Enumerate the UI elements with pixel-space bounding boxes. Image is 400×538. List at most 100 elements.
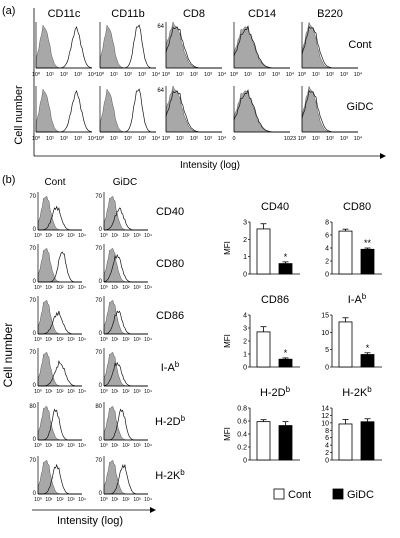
- panel-b-log-tick: 10⁴: [144, 443, 152, 449]
- panel-a-log-tick: 10⁴: [286, 71, 295, 78]
- bar-chart-y-tick-label: 0: [325, 272, 329, 279]
- bar-gidc: [278, 425, 293, 461]
- bar-chart-title: H-2Kb: [342, 385, 372, 399]
- panel-b-log-tick: 10²: [122, 497, 130, 503]
- panel-b-log-tick: 10³: [67, 443, 75, 449]
- panel-b-bar-charts: CD40MFI0123*CD8002468**CD86MFI01234*I-Ab…: [223, 201, 382, 465]
- bar-chart-title: I-Ab: [348, 292, 367, 306]
- panel-a-log-tick: 10²: [60, 72, 68, 78]
- panel-a-log-tick: 10¹: [46, 72, 54, 78]
- bar-chart-y-tick-label: 8: [325, 220, 329, 227]
- panel-b-log-tick: 10³: [67, 337, 75, 343]
- panel-a-row-label-gidc: GiDC: [347, 101, 374, 113]
- bar-chart-y-tick-label: 0: [243, 458, 247, 465]
- bar-cont: [338, 321, 353, 368]
- panel-a-log-tick: 10⁴: [152, 71, 161, 78]
- bar-chart-title: CD40: [261, 201, 289, 213]
- panel-b-log-tick: 10⁰: [100, 497, 108, 503]
- panel-b-log-tick: 10³: [133, 337, 141, 343]
- bar-chart-y-tick-label: 3: [243, 220, 247, 227]
- panel-a-b220-gidc-histogram: [301, 85, 358, 133]
- panel-b-cd40-cont-histogram: [37, 192, 82, 231]
- bar-chart-y-tick-label: 0.2: [237, 445, 247, 452]
- panel-b-log-tick: 10⁴: [78, 233, 86, 239]
- panel-b-h-2db-cont-histogram: [37, 402, 82, 441]
- bar-cont: [256, 228, 271, 275]
- panel-a-log-tick: 10⁴: [354, 71, 363, 78]
- panel-b-ymin-label: 0: [33, 279, 37, 285]
- panel-a-cd11c-gidc-histogram: [35, 86, 93, 133]
- panel-b-log-tick: 10¹: [45, 233, 53, 239]
- panel-b-log-tick: 10⁴: [144, 337, 152, 343]
- panel-a-log-tick: 10³: [74, 136, 82, 142]
- panel-a-x-axis-label: Intensity (log): [180, 160, 240, 171]
- panel-b-ymin-label: 0: [33, 437, 37, 443]
- bar-gidc: [360, 248, 375, 275]
- bar-cont: [256, 421, 271, 461]
- panel-b-cd80-gidc-histogram: [103, 244, 148, 283]
- panel-b-label: (b): [2, 174, 15, 186]
- panel-b-log-tick: 10⁴: [78, 337, 86, 343]
- panel-a-log-tick: 10²: [190, 72, 198, 78]
- panel-a-marker-cd11c: CD11c: [48, 8, 81, 20]
- panel-b-ymin-label: 0: [33, 331, 37, 337]
- panel-a-log-tick: 10⁰: [230, 71, 239, 78]
- panel-b-row-label-h-2db: H-2Db: [155, 414, 186, 428]
- bar-chart-y-tick-label: 0.8: [237, 406, 247, 413]
- panel-b-log-tick: 10²: [122, 233, 130, 239]
- panel-b-ymax-label: 70: [95, 458, 102, 464]
- panel-b-log-tick: 10⁰: [100, 233, 108, 239]
- bar-chart-title: CD80: [343, 201, 371, 213]
- panel-b-h-2kb-gidc-isotype-fill: [103, 460, 148, 495]
- panel-b-ymax-label: 70: [95, 246, 102, 252]
- panel-a-cd11b-cont-histogram: [99, 22, 156, 69]
- panel-b-ymax-label: 80: [29, 404, 36, 410]
- panel-a-log-tick: 10³: [138, 72, 146, 78]
- bar-chart-y-tick-label: 0.4: [237, 432, 247, 439]
- panel-a-log-tick: 10⁴: [218, 135, 227, 142]
- panel-b-log-tick: 10³: [67, 389, 75, 395]
- legend-label-gidc: GiDC: [347, 489, 374, 501]
- panel-b-row-label-cd80: CD80: [156, 258, 184, 270]
- bar-chart-cd80: CD80 0 2 4 6 8 **: [325, 201, 382, 279]
- panel-a-log-tick: 10³: [272, 72, 280, 78]
- panel-b-log-tick: 10²: [122, 443, 130, 449]
- bar-chart-y-tick-label: 14: [321, 406, 329, 413]
- panel-a-row-label-cont: Cont: [348, 39, 371, 51]
- panel-b-ymin-label: 0: [99, 227, 103, 233]
- panel-b-ymax-label: 70: [95, 298, 102, 304]
- panel-b-log-tick: 10¹: [45, 443, 53, 449]
- panel-a-arrowhead: [380, 153, 386, 159]
- panel-a-log-tick: 10⁴: [88, 135, 97, 142]
- panel-b-log-tick: 10³: [133, 285, 141, 291]
- bar-chart-y-tick-label: 10: [321, 420, 329, 427]
- bar-chart-y-tick-label: 4: [325, 246, 329, 253]
- panel-a-log-tick: 10¹: [110, 136, 118, 142]
- bar-chart-y-tick-label: 4: [325, 443, 329, 450]
- bar-chart-y-tick-label: 8: [325, 428, 329, 435]
- panel-a-log-tick: 10¹: [176, 136, 184, 142]
- panel-b-cd80-cont-isotype-fill: [37, 248, 82, 283]
- panel-b-cd86-cont-isotype-fill: [37, 300, 82, 335]
- bar-chart-y-tick-label: 2: [325, 259, 329, 266]
- panel-a-cd11b-gidc-histogram: [99, 86, 156, 133]
- panel-a-log-tick: 10⁰: [162, 71, 171, 78]
- panel-b-log-tick: 10¹: [111, 443, 119, 449]
- bar-chart-y-tick-label: 1: [243, 254, 247, 261]
- panel-a-log-tick: 10²: [124, 72, 132, 78]
- panel-a-marker-cd11b: CD11b: [111, 8, 144, 20]
- panel-b-log-tick: 10⁰: [34, 497, 42, 503]
- bar-chart-y-tick-label: 0: [243, 272, 247, 279]
- panel-b-ymax-label: 70: [95, 194, 102, 200]
- panel-b-log-tick: 10¹: [45, 337, 53, 343]
- panel-b-log-tick: 10⁴: [78, 285, 86, 291]
- panel-b-ymax-label: 70: [29, 246, 36, 252]
- panel-b-log-tick: 10²: [56, 443, 64, 449]
- panel-a-log-tick: 10¹: [244, 72, 252, 78]
- bar-chart-y-tick-label: 0: [243, 365, 247, 372]
- bar-chart-y-tick-label: 5: [325, 347, 329, 354]
- panel-a-log-tick: 10¹: [312, 136, 320, 142]
- panel-a-cd11b-cont-isotype-fill: [99, 24, 156, 69]
- panel-a-marker-cd14: CD14: [248, 8, 276, 20]
